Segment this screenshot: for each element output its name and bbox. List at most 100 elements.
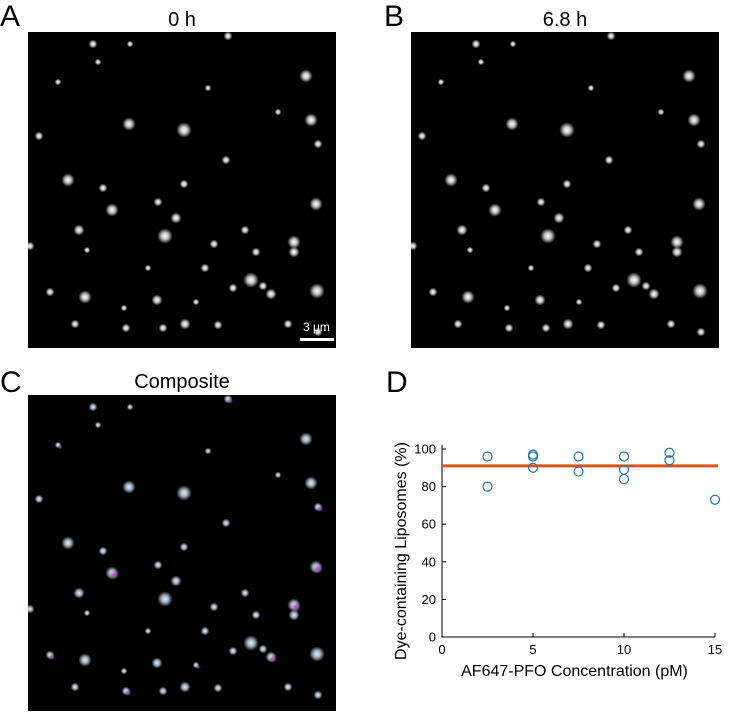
fluorescent-spot xyxy=(313,327,323,337)
fluorescent-spot xyxy=(696,327,706,337)
fluorescent-spot xyxy=(120,667,128,675)
fluorescent-spot xyxy=(228,283,238,293)
micrograph-6-8h xyxy=(411,32,719,348)
fluorescent-spot xyxy=(105,203,119,217)
scale-bar xyxy=(300,338,334,341)
fluorescent-spot xyxy=(611,283,621,293)
fluorescent-spot xyxy=(596,320,606,330)
fluorescent-spot xyxy=(509,40,517,48)
data-point xyxy=(618,451,630,462)
fluorescent-spot xyxy=(94,58,102,66)
fluorescent-spot xyxy=(592,239,602,249)
fluorescent-spot xyxy=(121,323,131,333)
data-point xyxy=(573,466,584,477)
fluorescent-spot xyxy=(240,588,250,598)
fluorescent-spot xyxy=(88,402,98,412)
fluorescent-spot xyxy=(477,58,485,66)
fluorescent-spot xyxy=(28,604,35,614)
fluorescent-spot xyxy=(309,646,325,662)
fluorescent-spot xyxy=(83,609,91,617)
fluorescent-spot xyxy=(243,635,259,651)
fluorescent-spot xyxy=(527,264,535,272)
x-tick-label: 0 xyxy=(438,642,445,657)
fluorescent-spot xyxy=(251,247,261,257)
fluorescent-spot xyxy=(122,117,136,131)
fluorescent-spot xyxy=(671,246,683,258)
fluorescent-spot xyxy=(428,287,438,297)
data-point xyxy=(527,462,539,473)
fluorescent-spot xyxy=(158,686,168,696)
fluorescent-spot xyxy=(179,681,191,693)
fluorescent-spot xyxy=(209,239,219,249)
fluorescent-spot xyxy=(587,84,595,92)
fluorescent-spot xyxy=(503,304,511,312)
panel-d-letter: D xyxy=(386,366,408,399)
fluorescent-spot xyxy=(57,444,63,450)
fluorescent-spot xyxy=(151,294,163,306)
fluorescent-spot xyxy=(461,290,475,304)
fluorescent-spot xyxy=(299,69,313,83)
fluorescent-spot xyxy=(265,288,277,300)
fluorescent-spot xyxy=(274,471,282,479)
y-tick-label: 80 xyxy=(422,479,436,494)
fluorescent-spot xyxy=(192,298,200,306)
data-point xyxy=(664,455,675,466)
fluorescent-spot xyxy=(124,689,132,697)
fluorescent-spot xyxy=(309,283,325,299)
fluorescent-spot xyxy=(288,609,300,621)
fluorescent-spot xyxy=(223,32,233,41)
fluorescent-spot xyxy=(151,657,163,669)
fluorescent-spot xyxy=(283,319,293,329)
fluorescent-spot xyxy=(269,655,277,663)
fluorescent-spot xyxy=(283,682,293,692)
data-point xyxy=(482,451,493,462)
fluorescent-spot xyxy=(258,644,268,654)
fluorescent-spot xyxy=(34,494,44,504)
fluorescent-spot xyxy=(83,246,91,254)
fluorescent-spot xyxy=(411,241,418,251)
fluorescent-spot xyxy=(251,610,261,620)
fluorescent-spot xyxy=(200,263,210,273)
fluorescent-spot xyxy=(437,78,445,86)
fluorescent-spot xyxy=(158,323,168,333)
fluorescent-spot xyxy=(641,281,651,291)
fluorescent-spot xyxy=(144,627,152,635)
fluorescent-spot xyxy=(28,241,35,251)
panel-c-letter: C xyxy=(0,366,22,399)
fluorescent-spot xyxy=(157,228,173,244)
fluorescent-spot xyxy=(226,397,234,405)
fluorescent-spot xyxy=(453,319,463,329)
fluorescent-spot xyxy=(122,480,136,494)
panel-c-title: Composite xyxy=(134,371,230,393)
y-tick-label: 60 xyxy=(422,517,436,532)
fluorescent-spot xyxy=(313,139,323,149)
scale-bar-label: 3 μm xyxy=(303,320,330,334)
fluorescent-spot xyxy=(562,179,572,189)
fluorescent-spot xyxy=(94,421,102,429)
y-tick-label: 100 xyxy=(414,442,436,457)
fluorescent-spot xyxy=(176,122,192,138)
fluorescent-spot xyxy=(444,173,458,187)
data-point xyxy=(482,481,493,492)
fluorescent-spot xyxy=(575,298,583,306)
fluorescent-spot xyxy=(204,447,212,455)
panel-a-letter: A xyxy=(0,0,21,33)
fluorescent-spot xyxy=(240,225,250,235)
fluorescent-spot xyxy=(61,536,75,550)
fluorescent-spot xyxy=(228,646,238,656)
fluorescent-spot xyxy=(179,179,189,189)
panel-b-title: 6.8 h xyxy=(542,9,588,31)
fluorescent-spot xyxy=(553,212,565,224)
fluorescent-spot xyxy=(48,653,56,661)
fluorescent-spot xyxy=(623,225,633,235)
fluorescent-spot xyxy=(604,155,614,165)
fluorescent-spot xyxy=(120,304,128,312)
fluorescent-spot xyxy=(221,155,231,165)
fluorescent-spot xyxy=(657,108,665,116)
fluorescent-spot xyxy=(213,320,223,330)
fluorescent-spot xyxy=(126,403,134,411)
panel-a-title: 0 h xyxy=(168,9,196,31)
fluorescent-spot xyxy=(687,113,701,127)
fluorescent-spot xyxy=(696,139,706,149)
fluorescent-spot xyxy=(488,203,502,217)
